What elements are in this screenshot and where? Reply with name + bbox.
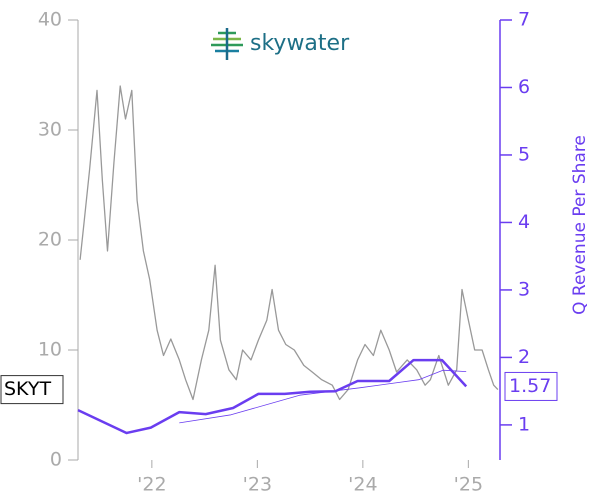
ticker-box: [0, 375, 64, 405]
last-value-box: [504, 371, 558, 401]
series-line: [179, 369, 467, 424]
y-tick-label: 20: [38, 229, 62, 251]
x-tick-label: '23: [243, 474, 272, 496]
y-tick-label: 10: [38, 339, 62, 361]
last-value-label: 1.57: [509, 375, 551, 397]
x-tick-label: '25: [454, 474, 483, 496]
y2-tick-label: 7: [518, 9, 530, 31]
series-line: [79, 85, 499, 401]
series-line: [77, 358, 468, 435]
y2-tick-label: 2: [518, 346, 530, 368]
x-tick-label: '24: [348, 474, 377, 496]
y2-tick-label: 4: [518, 211, 530, 233]
y2-tick-label: 5: [518, 143, 530, 165]
y-tick-label: 40: [38, 9, 62, 31]
y2-tick-label: 6: [518, 76, 530, 98]
y-tick-label: 0: [50, 449, 62, 471]
y-tick-label: 30: [38, 119, 62, 141]
ticker-label: SKYT: [4, 378, 51, 400]
x-tick-label: '22: [137, 474, 166, 496]
logo-icon: [211, 28, 243, 60]
y2-axis-label: Q Revenue Per Share: [570, 135, 590, 315]
y2-tick-label: 3: [518, 278, 530, 300]
logo-text: skywater: [250, 31, 350, 56]
y2-tick-label: 1: [518, 413, 530, 435]
